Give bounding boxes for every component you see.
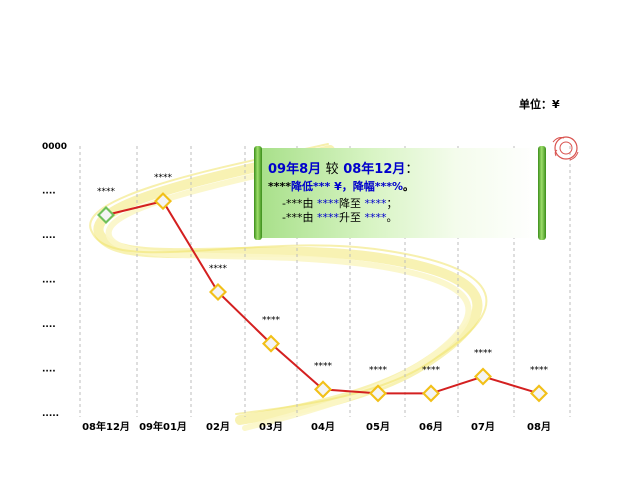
- marker-face: [533, 387, 545, 400]
- callout-period-end: 。: [403, 180, 415, 193]
- series-markers: [97, 192, 548, 403]
- callout-detail-1: -***由 ****降至 ****；: [282, 195, 397, 211]
- y-tick-label: 0000: [42, 142, 67, 152]
- callout-decrease-summary: ****降低*** ¥，降幅***%。: [268, 178, 414, 194]
- callout-detail-2-item: -***由: [282, 211, 314, 224]
- y-tick-label: .....: [42, 409, 59, 419]
- decorative-seal-icon: [552, 136, 579, 161]
- data-label: ****: [209, 264, 228, 274]
- callout-detail-2: -***由 ****升至 ****。: [282, 209, 397, 225]
- callout-detail-1-to: ****: [364, 197, 387, 210]
- x-tick-label: 06月: [419, 421, 443, 433]
- data-point-marker: [97, 205, 115, 224]
- data-labels: ******************** **** ************: [97, 173, 549, 375]
- callout-colon: ：: [405, 162, 419, 177]
- data-label: ****: [422, 365, 441, 375]
- data-point-marker: [209, 282, 227, 301]
- marker-face: [477, 370, 489, 383]
- y-tick-label: ....: [42, 320, 56, 330]
- callout-compare-word: 较: [325, 162, 339, 177]
- callout-period-current: 09年8月: [268, 162, 322, 177]
- callout-item: ****: [268, 180, 292, 193]
- marker-face: [100, 208, 112, 221]
- x-tick-label: 07月: [471, 421, 495, 433]
- marker-face: [212, 285, 224, 298]
- y-tick-label: ....: [42, 365, 56, 375]
- callout-detail-1-verb: 降至: [338, 197, 361, 210]
- x-tick-label: 09年01月: [139, 420, 187, 433]
- swirl-ribbon: [89, 143, 488, 415]
- callout-detail-2-end: 。: [386, 211, 398, 224]
- callout-right-rod: [538, 146, 546, 240]
- callout-decrease-amount: 降低*** ¥: [291, 180, 342, 193]
- x-tick-label: 04月: [311, 421, 335, 433]
- y-tick-label: ....: [42, 276, 56, 286]
- x-axis-ticks: 08年12月 09年01月 02月 03月 04月 05月 06月 07月 08月: [82, 420, 551, 433]
- marker-face: [372, 387, 384, 400]
- x-tick-label: 08年12月: [82, 420, 130, 433]
- unit-label: 单位：¥: [519, 98, 560, 111]
- data-label: ****: [530, 365, 549, 375]
- callout-detail-1-from: ****: [316, 197, 339, 210]
- callout-left-rod: [254, 146, 262, 240]
- callout-detail-1-item: -***由: [282, 197, 314, 210]
- data-point-marker: [474, 367, 492, 386]
- data-point-marker: [530, 384, 548, 403]
- data-label: ****: [369, 365, 388, 375]
- data-label: ****: [262, 316, 281, 326]
- marker-face: [425, 387, 437, 400]
- summary-callout: 09年8月 较 08年12月： ****降低*** ¥，降幅***%。 -***…: [252, 146, 548, 240]
- callout-scroll-body: [260, 148, 540, 238]
- data-point-marker: [422, 384, 440, 403]
- x-tick-label: 03月: [259, 421, 283, 433]
- callout-detail-2-verb: 升至: [338, 211, 361, 224]
- callout-detail-2-from: ****: [316, 211, 339, 224]
- y-tick-label: ....: [42, 231, 56, 241]
- marker-face: [317, 383, 329, 396]
- x-tick-label: 08月: [527, 421, 551, 433]
- callout-period-base: 08年12月: [343, 162, 406, 177]
- data-point-marker: [262, 334, 280, 353]
- data-point-marker: [154, 192, 172, 211]
- y-axis-ticks: ......................... 0000: [42, 142, 67, 419]
- callout-detail-2-to: ****: [364, 211, 387, 224]
- callout-decrease-rate: ，降幅***%: [341, 180, 404, 193]
- data-point-marker: [369, 384, 387, 403]
- x-tick-label: 02月: [206, 421, 230, 433]
- marker-face: [265, 337, 277, 350]
- data-label: ****: [314, 361, 333, 371]
- callout-headline: 09年8月 较 08年12月：: [268, 158, 418, 177]
- callout-detail-1-end: ；: [386, 197, 398, 210]
- data-label: ****: [474, 349, 493, 359]
- data-point-marker: [314, 380, 332, 399]
- y-tick-label: ....: [42, 187, 56, 197]
- data-label: ****: [97, 187, 116, 197]
- marker-face: [157, 195, 169, 208]
- data-label: ****: [154, 173, 173, 183]
- x-tick-label: 05月: [366, 421, 390, 433]
